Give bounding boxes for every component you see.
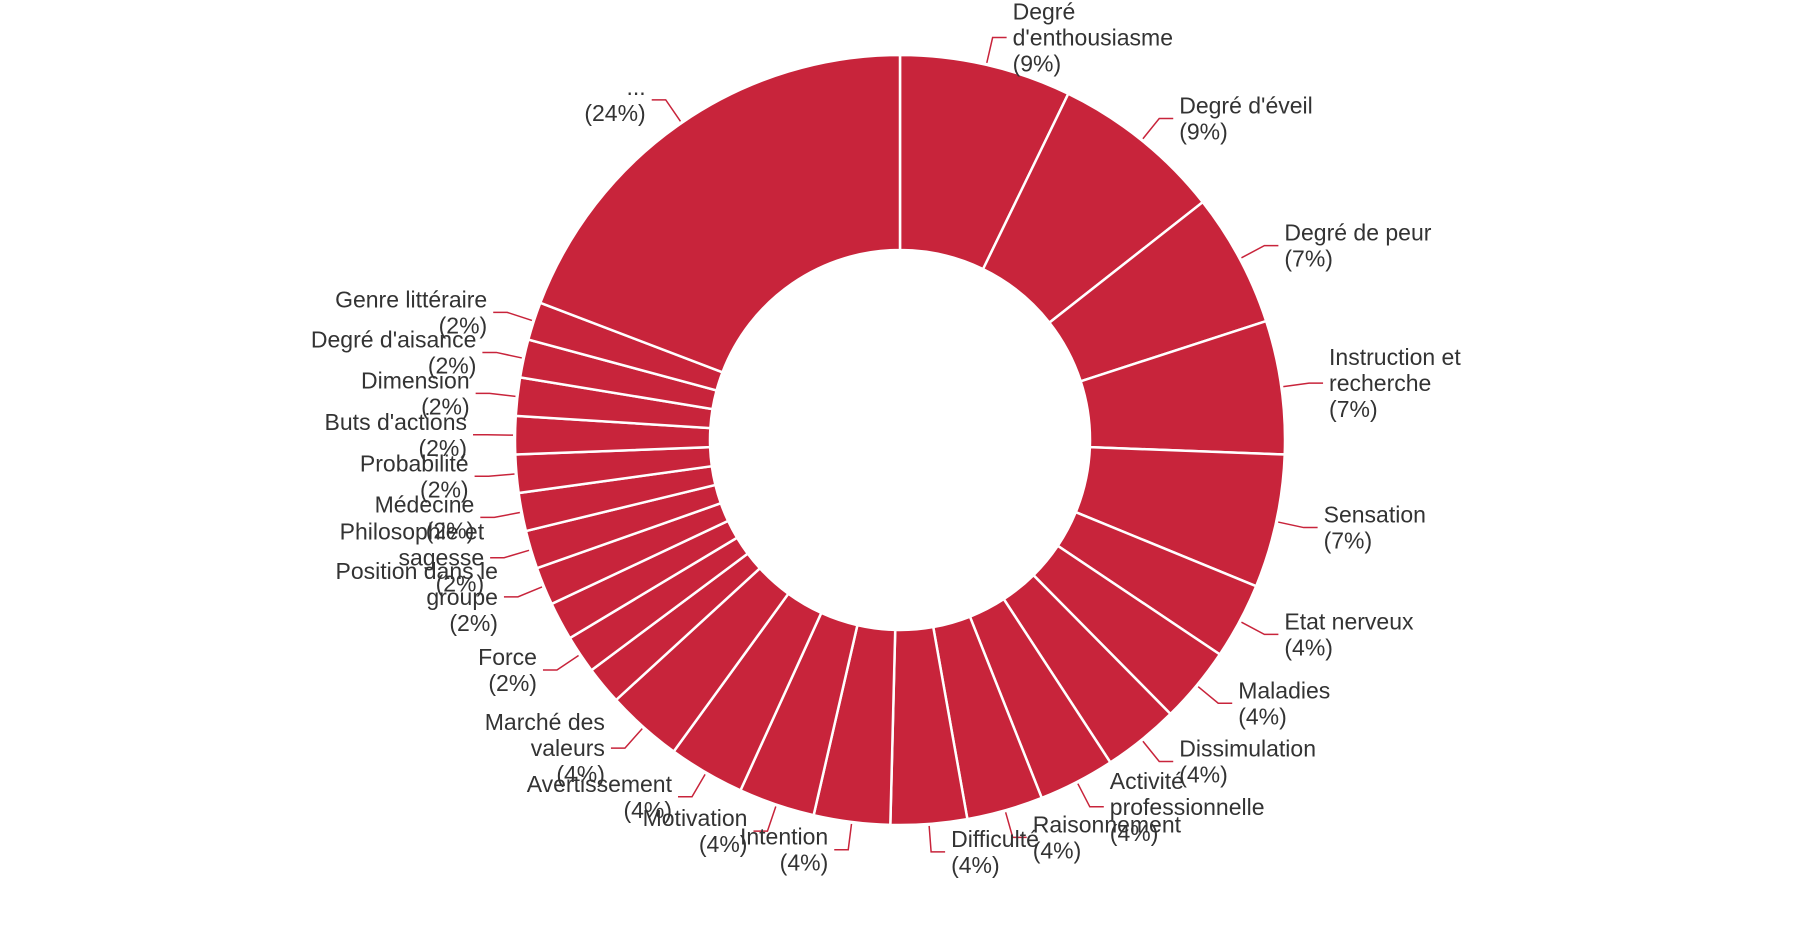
data-label-medecine: Médecine (2%) <box>375 491 475 543</box>
data-label-degre-d-aisance: Degré d'aisance (2%) <box>311 326 477 378</box>
data-label-difficulte: Difficulté (4%) <box>951 826 1039 878</box>
leader-line-raisonnement <box>1004 812 1027 839</box>
data-label-buts-d-actions: Buts d'actions (2%) <box>325 409 467 461</box>
slice-other <box>538 53 902 374</box>
data-label-force: Force (2%) <box>478 644 537 696</box>
leader-line-genre-litteraire <box>493 311 533 322</box>
data-label-activite-professionnelle: Activité professionnelle (4%) <box>1110 768 1265 846</box>
data-label-position-dans-le-groupe: Position dans le groupe (2%) <box>336 558 498 636</box>
data-label-instruction-et-recherche: Instruction et recherche (7%) <box>1329 344 1461 422</box>
data-label-degre-d-enthousiasme: Degré d'enthousiasme (9%) <box>1013 0 1173 77</box>
leader-line-instruction-et-recherche <box>1283 382 1324 388</box>
leader-line-medecine <box>480 511 520 519</box>
slices-group <box>513 53 1287 827</box>
leader-line-difficulte <box>928 825 946 853</box>
data-label-raisonnement: Raisonnement (4%) <box>1033 811 1182 863</box>
leader-line-degre-d-enthousiasme <box>986 36 1007 64</box>
leader-line-activite-professionnelle <box>1077 783 1104 808</box>
leader-line-probabilite <box>474 473 515 478</box>
leader-line-force <box>542 654 579 671</box>
data-label-motivation: Motivation (4%) <box>643 805 748 857</box>
data-label-marche-des-valeurs: Marché des valeurs (4%) <box>485 709 605 787</box>
data-label-dimension: Dimension (2%) <box>361 367 470 419</box>
leader-line-sensation <box>1278 521 1318 529</box>
leader-line-marche-des-valeurs <box>610 728 643 749</box>
leader-line-dissimulation <box>1142 740 1174 763</box>
leader-line-intention <box>834 823 853 851</box>
data-label-avertissement: Avertissement (4%) <box>527 771 673 823</box>
data-label-intention: Intention (4%) <box>740 824 828 876</box>
leader-line-position-dans-le-groupe <box>503 586 543 598</box>
leader-line-maladies <box>1197 686 1233 705</box>
data-label-maladies: Maladies (4%) <box>1238 677 1330 729</box>
leader-line-dimension <box>475 392 516 398</box>
leader-lines-group <box>473 36 1324 853</box>
leader-line-motivation <box>753 806 777 832</box>
data-label-dissimulation: Dissimulation (4%) <box>1179 736 1316 788</box>
data-label-etat-nerveux: Etat nerveux (4%) <box>1284 608 1414 660</box>
data-label-genre-litteraire: Genre littéraire (2%) <box>335 286 487 338</box>
leader-line-etat-nerveux <box>1241 621 1279 636</box>
leader-line-degre-d-aisance <box>482 351 522 359</box>
data-label-philosophie-et-sagesse: Philosophie et sagesse (2%) <box>340 519 485 597</box>
leader-line-degre-d-eveil <box>1142 117 1174 140</box>
leader-line-other <box>651 99 682 122</box>
leader-line-philosophie-et-sagesse <box>490 549 530 559</box>
data-label-sensation: Sensation (7%) <box>1324 502 1426 554</box>
labels-group: Degré d'enthousiasme (9%)Degré d'éveil (9%)… <box>311 0 1461 878</box>
data-label-degre-d-eveil: Degré d'éveil (9%) <box>1179 92 1313 144</box>
data-label-other: ... (24%) <box>584 74 645 126</box>
data-label-probabilite: Probabilité (2%) <box>360 450 469 502</box>
leader-line-avertissement <box>678 773 706 798</box>
leader-line-degre-de-peur <box>1241 244 1279 259</box>
data-label-degre-de-peur: Degré de peur (7%) <box>1284 220 1431 272</box>
